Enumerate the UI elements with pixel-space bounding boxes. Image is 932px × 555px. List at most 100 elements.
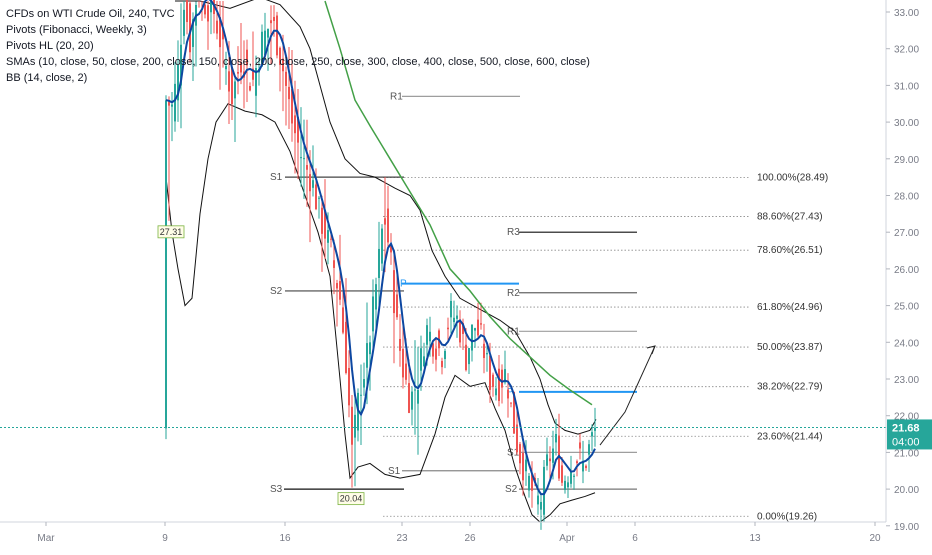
candle-body [480,323,482,325]
x-tick-label: 26 [464,533,476,544]
last-price-tag [887,419,932,450]
candle-body [393,270,395,314]
candle-body [366,343,368,368]
arrow-head-icon [646,345,656,355]
candle-body [210,0,212,13]
sma-slow-line [324,0,593,406]
y-tick-label: 28.00 [894,192,919,203]
candle-body [543,466,545,515]
pivot-label: R3 [507,227,520,238]
y-tick-label: 25.00 [894,302,919,313]
candle-body [240,62,242,73]
candle-body [405,363,407,380]
fib-level-label: 38.20%(22.79) [757,382,823,393]
x-tick-label: 6 [632,533,638,544]
candle-body [237,72,239,74]
candle-body [477,319,479,336]
candle-body [522,453,524,481]
candle-body [384,218,386,225]
candle-body [306,165,308,170]
candle-body [498,368,500,401]
legend-indicator-pivots-hl[interactable]: Pivots HL (20, 20) [6,40,94,52]
candle-body [576,461,578,464]
candle-body [228,71,230,92]
candle-body [462,323,464,334]
candle-body [348,367,350,406]
candle-body [276,15,278,56]
candle-body [174,83,176,122]
candle-body [519,444,521,464]
fib-level-label: 88.60%(27.43) [757,211,823,222]
candle-body [573,475,575,477]
candle-body [546,454,548,466]
candle-body [333,260,335,268]
candle-body [381,228,383,264]
y-tick-label: 20.00 [894,485,919,496]
candle-body [222,27,224,40]
legend-indicator-smas[interactable]: SMAs (10, close, 50, close, 200, close, … [6,56,590,68]
candle-body [192,19,194,47]
candle-body [207,5,209,22]
candle-body [504,369,506,383]
candle-body [300,157,302,159]
candle-body [291,89,293,124]
y-tick-label: 33.00 [894,8,919,19]
candle-body [378,248,380,278]
bollinger-bands [165,0,597,523]
candle-body [252,68,254,80]
candle-body [495,388,497,396]
candle-body [468,347,470,365]
pivot-hl-label: 27.31 [160,227,183,237]
candle-body [309,174,311,192]
candle-body [171,104,173,107]
candle-body [297,116,299,143]
candle-body [399,338,401,351]
candle-body [351,406,353,445]
candle-body [483,343,485,359]
candle-body [270,20,272,24]
sma-fast-line [165,0,596,496]
candle-body [321,207,323,234]
candle-body [564,480,566,490]
candle-body [441,360,443,368]
candle-body [369,342,371,355]
candle-body [282,58,284,72]
legend-title[interactable]: CFDs on WTI Crude Oil, 240, TVC [6,8,175,20]
y-tick-label: 31.00 [894,81,919,92]
candle-body [186,0,188,23]
candle-body [336,283,338,289]
candle-body [444,350,446,359]
candle-body [507,389,509,399]
candle-body [330,238,332,240]
candle-body [360,394,362,396]
candle-body [489,355,491,390]
candle-body [312,180,314,188]
candle-body [249,85,251,91]
candle-body [414,389,416,391]
x-tick-label: 13 [749,533,761,544]
y-tick-label: 21.00 [894,448,919,459]
candle-body [345,321,347,373]
fibonacci-retracement[interactable]: 100.00%(28.49) 88.60%(27.43) 78.60%(26.51)… [383,173,828,523]
pivot-label: S1 [270,172,283,183]
candle-body [363,379,365,388]
moving-averages [165,0,596,496]
pivot-label: S1 [388,466,401,477]
legend-indicator-pivots[interactable]: Pivots (Fibonacci, Weekly, 3) [6,24,147,36]
candle-body [471,324,473,351]
pivot-label: S2 [270,286,283,297]
candle-body [183,9,185,36]
candle-body [423,356,425,367]
bb-upper-line [175,0,597,435]
pivot-hl-box [157,225,185,239]
candle-body [402,348,404,378]
candle-body [447,327,449,330]
candle-body [294,115,296,134]
annotations: 27.31 20.04 [0,225,886,506]
legend-indicator-bb[interactable]: BB (14, close, 2) [6,72,88,84]
candle-body [261,31,263,67]
candle-body [540,501,542,510]
pivot-label: R1 [507,326,520,337]
